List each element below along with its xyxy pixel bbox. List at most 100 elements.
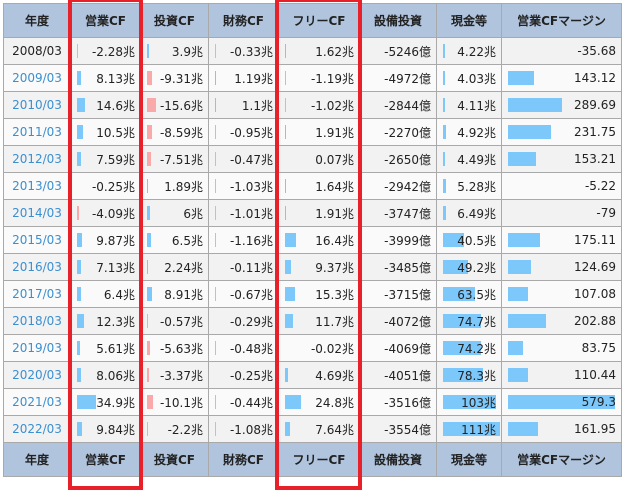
column-header-operating-cf[interactable]: 営業CF — [70, 3, 141, 38]
column-header-investing-cf[interactable]: 投資CF — [140, 3, 209, 38]
cell-year[interactable]: 2015/03 — [3, 226, 71, 254]
cell-value: 9.84兆 — [96, 422, 135, 437]
cell-capex: -3485億 — [359, 253, 437, 281]
negative-bar — [215, 395, 216, 409]
cell-value: 74.2兆 — [457, 341, 496, 356]
positive-bar — [77, 341, 80, 355]
column-header-operating-cf-margin[interactable]: 営業CFマージン — [501, 442, 622, 477]
column-header-financing-cf[interactable]: 財務CF — [208, 3, 279, 38]
cell-year[interactable]: 2016/03 — [3, 253, 71, 281]
cell-financing-cf: -1.16兆 — [208, 226, 279, 254]
cell-year[interactable]: 2013/03 — [3, 172, 71, 200]
cell-year[interactable]: 2019/03 — [3, 334, 71, 362]
cell-value: 63.5兆 — [457, 287, 496, 302]
cell-year[interactable]: 2018/03 — [3, 307, 71, 335]
cell-value: 9.87兆 — [96, 233, 135, 248]
cell-value: -0.95兆 — [229, 125, 273, 140]
positive-bar — [443, 179, 446, 193]
column-header-investing-cf[interactable]: 投資CF — [140, 442, 209, 477]
cell-value: 8.13兆 — [96, 71, 135, 86]
cell-value: -4072億 — [384, 314, 431, 329]
cell-investing-cf: -10.1兆 — [140, 388, 209, 416]
cell-value: 24.8兆 — [315, 395, 354, 410]
cell-value: -4972億 — [384, 71, 431, 86]
cell-financing-cf: -1.03兆 — [208, 172, 279, 200]
cell-financing-cf: -0.29兆 — [208, 307, 279, 335]
cell-operating-cf: 9.87兆 — [70, 226, 141, 254]
cell-value: -35.68 — [577, 44, 616, 58]
cell-capex: -2650億 — [359, 145, 437, 173]
column-header-capex[interactable]: 設備投資 — [359, 3, 437, 38]
cell-value: -2270億 — [384, 125, 431, 140]
column-header-free-cf[interactable]: フリーCF — [278, 442, 360, 477]
cell-operating-cf: 8.06兆 — [70, 361, 141, 389]
column-header-year[interactable]: 年度 — [3, 3, 71, 38]
table-row: 2022/03 9.84兆 -2.2兆 -1.08兆 7.64兆 -3554億 111兆 16… — [3, 415, 622, 443]
table-row: 2012/03 7.59兆 -7.51兆 -0.47兆 0.07兆 -2650億 4.49兆… — [3, 145, 622, 173]
cell-value: -0.11兆 — [229, 260, 273, 275]
cell-value: 6.49兆 — [457, 206, 496, 221]
cell-investing-cf: 2.24兆 — [140, 253, 209, 281]
cell-investing-cf: -9.31兆 — [140, 64, 209, 92]
table-row: 2019/03 5.61兆 -5.63兆 -0.48兆 -0.02兆 -4069億 74.2… — [3, 334, 622, 362]
cell-year[interactable]: 2022/03 — [3, 415, 71, 443]
column-header-capex[interactable]: 設備投資 — [359, 442, 437, 477]
positive-bar — [147, 179, 148, 193]
cell-year[interactable]: 2011/03 — [3, 118, 71, 146]
cell-cash: 4.92兆 — [436, 118, 502, 146]
column-header-operating-cf-margin[interactable]: 営業CFマージン — [501, 3, 622, 38]
cell-value: 7.13兆 — [96, 260, 135, 275]
cell-operating-cf: 14.6兆 — [70, 91, 141, 119]
negative-bar — [147, 125, 152, 139]
cell-year[interactable]: 2012/03 — [3, 145, 71, 173]
cell-year[interactable]: 2021/03 — [3, 388, 71, 416]
cell-cash: 74.7兆 — [436, 307, 502, 335]
cell-free-cf: 1.91兆 — [278, 118, 360, 146]
cell-value: 12.3兆 — [96, 314, 135, 329]
cell-capex: -5246億 — [359, 37, 437, 65]
positive-bar — [443, 314, 481, 328]
cell-operating-cf: -2.28兆 — [70, 37, 141, 65]
cell-free-cf: 24.8兆 — [278, 388, 360, 416]
cell-value: -1.08兆 — [229, 422, 273, 437]
cell-value: 10.5兆 — [96, 125, 135, 140]
column-header-cash[interactable]: 現金等 — [436, 442, 502, 477]
cell-value: 202.88 — [574, 314, 616, 328]
cell-value: 175.11 — [574, 233, 616, 247]
table-row: 2014/03 -4.09兆 6兆 -1.01兆 1.91兆 -3747億 6.49兆 -79 — [3, 199, 622, 227]
cell-value: -2650億 — [384, 152, 431, 167]
cell-value: 289.69 — [574, 98, 616, 112]
cell-value: 4.92兆 — [457, 125, 496, 140]
column-header-year[interactable]: 年度 — [3, 442, 71, 477]
column-header-operating-cf[interactable]: 営業CF — [70, 442, 141, 477]
table-row: 2010/03 14.6兆 -15.6兆 1.1兆 -1.02兆 -2844億 4.11兆 2… — [3, 91, 622, 119]
cell-value: 7.64兆 — [315, 422, 354, 437]
cell-investing-cf: -8.59兆 — [140, 118, 209, 146]
column-header-financing-cf[interactable]: 財務CF — [208, 442, 279, 477]
cell-year[interactable]: 2014/03 — [3, 199, 71, 227]
cell-free-cf: -1.19兆 — [278, 64, 360, 92]
cell-value: 14.6兆 — [96, 98, 135, 113]
positive-bar — [508, 233, 540, 247]
cell-free-cf: 1.64兆 — [278, 172, 360, 200]
cell-value: -10.1兆 — [159, 395, 203, 410]
positive-bar — [443, 152, 445, 166]
cell-value: 49.2兆 — [457, 260, 496, 275]
cell-free-cf: -0.02兆 — [278, 334, 360, 362]
column-header-cash[interactable]: 現金等 — [436, 3, 502, 38]
cell-operating-cf: 7.59兆 — [70, 145, 141, 173]
cell-year[interactable]: 2010/03 — [3, 91, 71, 119]
positive-bar — [443, 260, 468, 274]
cell-operating-cf-margin: 175.11 — [501, 226, 622, 254]
cell-year[interactable]: 2017/03 — [3, 280, 71, 308]
cell-capex: -3516億 — [359, 388, 437, 416]
positive-bar — [147, 206, 150, 220]
cell-value: -4.09兆 — [91, 206, 135, 221]
cell-value: -15.6兆 — [159, 98, 203, 113]
column-header-free-cf[interactable]: フリーCF — [278, 3, 360, 38]
table-row: 2015/03 9.87兆 6.5兆 -1.16兆 16.4兆 -3999億 40.5兆 17… — [3, 226, 622, 254]
cell-value: -0.29兆 — [229, 314, 273, 329]
cell-value: 4.11兆 — [457, 98, 496, 113]
cell-year[interactable]: 2009/03 — [3, 64, 71, 92]
cell-year[interactable]: 2020/03 — [3, 361, 71, 389]
